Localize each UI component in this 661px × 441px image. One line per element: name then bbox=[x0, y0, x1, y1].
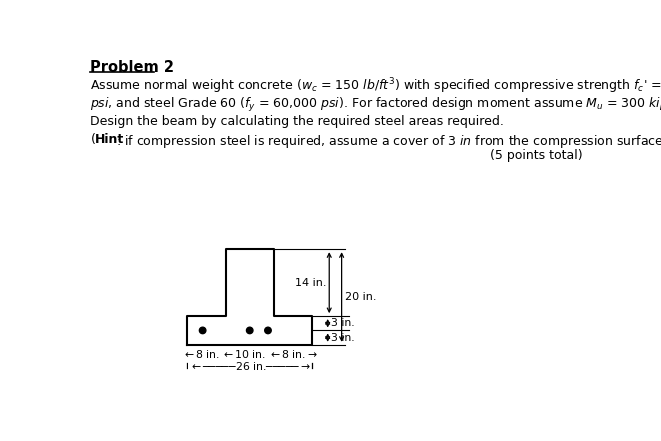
Text: (: ( bbox=[91, 133, 95, 146]
Circle shape bbox=[264, 327, 271, 334]
Text: $\leftarrow$8 in.$\rightarrow$: $\leftarrow$8 in.$\rightarrow$ bbox=[268, 348, 318, 360]
Text: Problem 2: Problem 2 bbox=[91, 60, 175, 75]
Text: Design the beam by calculating the required steel areas required.: Design the beam by calculating the requi… bbox=[91, 115, 504, 128]
Text: 20 in.: 20 in. bbox=[345, 292, 376, 302]
Circle shape bbox=[247, 327, 253, 334]
Text: (5 points total): (5 points total) bbox=[490, 149, 582, 162]
Text: Assume normal weight concrete ($w_c$ = 150 $lb/ft^3$) with specified compressive: Assume normal weight concrete ($w_c$ = 1… bbox=[91, 76, 661, 96]
Text: $\leftarrow$8 in.$\rightarrow$: $\leftarrow$8 in.$\rightarrow$ bbox=[182, 348, 231, 360]
Text: 3 in.: 3 in. bbox=[330, 333, 354, 343]
Text: 14 in.: 14 in. bbox=[295, 278, 326, 288]
Circle shape bbox=[200, 327, 206, 334]
Text: $psi$, and steel Grade 60 ($f_y$ = 60,000 $psi$). For factored design moment ass: $psi$, and steel Grade 60 ($f_y$ = 60,00… bbox=[91, 96, 661, 114]
Text: $\leftarrow$10 in.$\rightarrow$: $\leftarrow$10 in.$\rightarrow$ bbox=[221, 348, 278, 360]
Text: Hint: Hint bbox=[95, 133, 124, 146]
Text: : if compression steel is required, assume a cover of 3 $in$ from the compressio: : if compression steel is required, assu… bbox=[116, 133, 661, 150]
Text: $\leftarrow$─────26 in.─────$\rightarrow$: $\leftarrow$─────26 in.─────$\rightarrow… bbox=[188, 359, 311, 371]
Text: 3 in.: 3 in. bbox=[330, 318, 354, 328]
